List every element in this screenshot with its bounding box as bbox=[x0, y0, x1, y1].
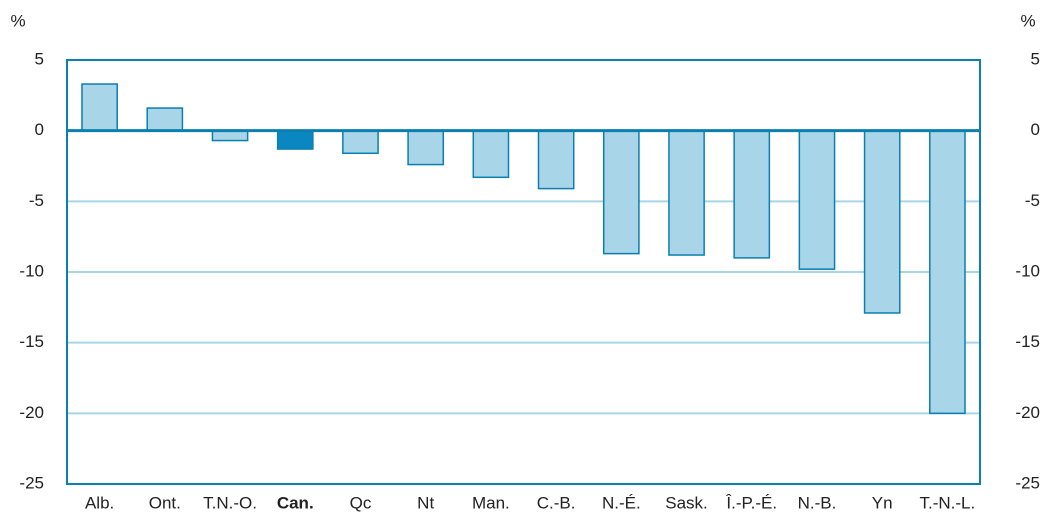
y-axis-label: % bbox=[10, 11, 25, 30]
bar bbox=[929, 129, 966, 415]
bar bbox=[668, 129, 705, 256]
y-tick-label: -10 bbox=[19, 261, 44, 280]
y-tick-label: 0 bbox=[35, 120, 44, 139]
y-tick-label: 5 bbox=[35, 49, 44, 68]
y2-tick-label: -25 bbox=[1015, 473, 1040, 492]
plot-frame bbox=[66, 59, 981, 485]
x-tick-label: Man. bbox=[472, 493, 510, 512]
y2-tick-label: 0 bbox=[1031, 120, 1040, 139]
x-tick-label: Î.-P.-É. bbox=[725, 493, 777, 512]
y-tick-label: -15 bbox=[19, 332, 44, 351]
bar bbox=[407, 129, 445, 166]
x-tick-label: N.-É. bbox=[602, 493, 641, 512]
x-tick-label: T.-N.-L. bbox=[920, 493, 976, 512]
x-tick-label: Sask. bbox=[665, 493, 708, 512]
x-tick-label: C.-B. bbox=[537, 493, 576, 512]
y-tick-label: -5 bbox=[29, 191, 44, 210]
y2-tick-label: -10 bbox=[1015, 261, 1040, 280]
y2-tick-label: -20 bbox=[1015, 403, 1040, 422]
x-tick-label: Ont. bbox=[149, 493, 181, 512]
bar bbox=[798, 129, 836, 270]
x-tick-label: Nt bbox=[417, 493, 434, 512]
y-tick-label: -25 bbox=[19, 473, 44, 492]
bar bbox=[81, 83, 118, 132]
bar bbox=[602, 129, 640, 255]
bar bbox=[733, 129, 771, 259]
bar bbox=[863, 129, 901, 314]
x-tick-label: T.N.-O. bbox=[203, 493, 257, 512]
y-tick-label: -20 bbox=[19, 403, 44, 422]
x-tick-label: Can. bbox=[277, 493, 314, 512]
y2-tick-label: 5 bbox=[1031, 49, 1040, 68]
x-tick-label: Alb. bbox=[85, 493, 114, 512]
y2-tick-label: -15 bbox=[1015, 332, 1040, 351]
bar bbox=[146, 107, 184, 132]
bar bbox=[472, 129, 510, 179]
y2-axis-label: % bbox=[1020, 11, 1035, 30]
bar bbox=[342, 129, 379, 155]
x-tick-label: Yn bbox=[872, 493, 893, 512]
bar bbox=[276, 129, 314, 150]
y2-tick-label: -5 bbox=[1025, 191, 1040, 210]
x-tick-label: N.-B. bbox=[798, 493, 837, 512]
x-tick-label: Qc bbox=[350, 493, 372, 512]
bar bbox=[537, 129, 575, 190]
